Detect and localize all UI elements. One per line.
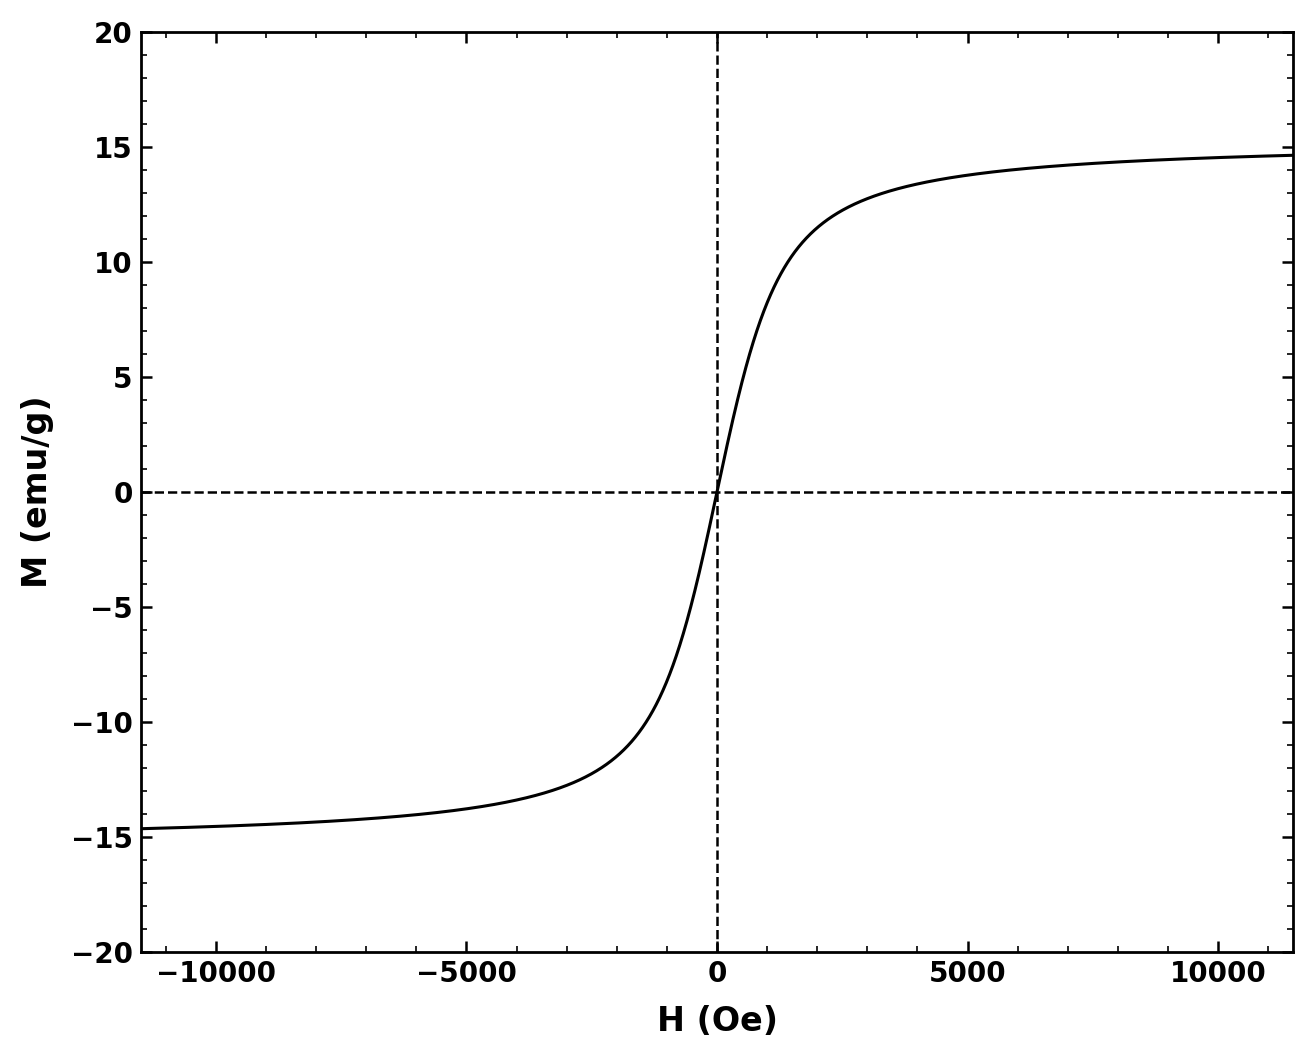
Y-axis label: M (emu/g): M (emu/g) (21, 396, 54, 589)
X-axis label: H (Oe): H (Oe) (657, 1005, 778, 1038)
